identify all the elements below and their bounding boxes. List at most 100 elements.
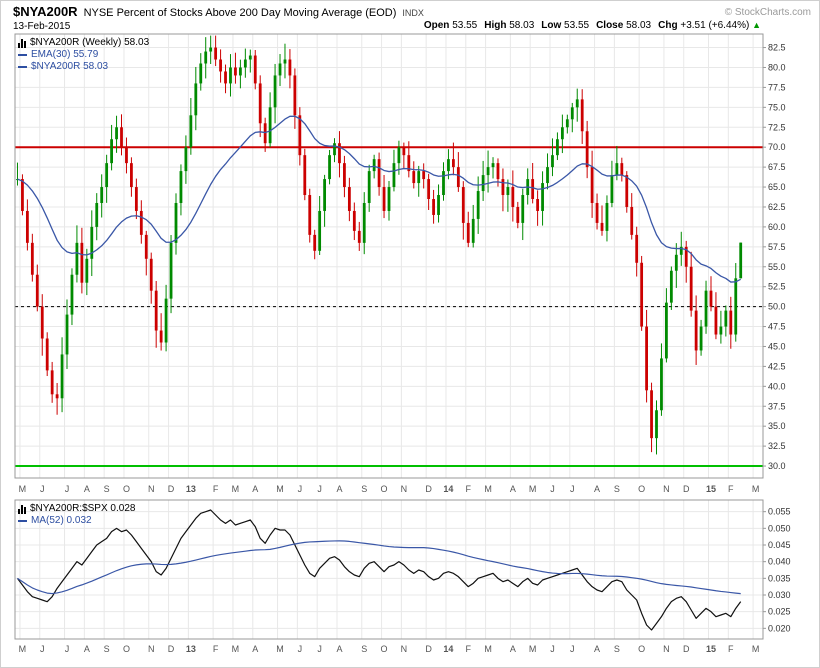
svg-text:77.5: 77.5 (768, 82, 786, 92)
svg-text:N: N (148, 484, 155, 494)
svg-text:30.0: 30.0 (768, 461, 786, 471)
ratio-line-icon (18, 504, 26, 514)
svg-text:N: N (148, 644, 155, 654)
svg-text:O: O (638, 644, 645, 654)
svg-text:S: S (104, 644, 110, 654)
svg-text:N: N (663, 644, 670, 654)
svg-text:D: D (425, 484, 432, 494)
svg-text:A: A (336, 484, 342, 494)
svg-text:J: J (317, 644, 322, 654)
close-value: 58.03 (626, 20, 652, 31)
svg-text:D: D (683, 644, 690, 654)
svg-text:75.0: 75.0 (768, 102, 786, 112)
svg-text:M: M (232, 644, 240, 654)
svg-text:O: O (123, 644, 130, 654)
svg-text:0.020: 0.020 (768, 623, 791, 633)
svg-text:0.035: 0.035 (768, 573, 791, 583)
svg-text:M: M (19, 484, 27, 494)
svg-text:F: F (466, 484, 472, 494)
svg-text:S: S (361, 484, 367, 494)
overlay-line-swatch-icon (18, 66, 27, 68)
svg-text:A: A (252, 484, 258, 494)
svg-text:F: F (213, 644, 219, 654)
symbol: $NYA200R (13, 4, 78, 19)
svg-text:55.0: 55.0 (768, 262, 786, 272)
svg-text:70.0: 70.0 (768, 142, 786, 152)
svg-text:67.5: 67.5 (768, 162, 786, 172)
svg-text:0.055: 0.055 (768, 507, 791, 517)
copyright: © StockCharts.com (724, 7, 811, 18)
svg-text:42.5: 42.5 (768, 361, 786, 371)
quote-line: Open 53.55 High 58.03 Low 53.55 Close 58.03… (417, 20, 761, 31)
exchange-label: INDX (402, 8, 424, 18)
svg-text:J: J (550, 484, 555, 494)
svg-text:J: J (570, 644, 575, 654)
svg-text:M: M (529, 644, 537, 654)
svg-text:D: D (168, 484, 175, 494)
high-label: High (484, 20, 507, 31)
svg-text:62.5: 62.5 (768, 202, 786, 212)
legend-ratio-series-label: $NYA200R:$SPX 0.028 (30, 503, 136, 514)
svg-text:47.5: 47.5 (768, 322, 786, 332)
svg-text:J: J (570, 484, 575, 494)
svg-text:14: 14 (443, 644, 453, 654)
svg-text:M: M (276, 484, 284, 494)
svg-text:J: J (40, 644, 45, 654)
svg-text:32.5: 32.5 (768, 441, 786, 451)
svg-text:O: O (123, 484, 130, 494)
svg-text:37.5: 37.5 (768, 401, 786, 411)
svg-text:M: M (19, 644, 27, 654)
svg-text:N: N (401, 644, 408, 654)
svg-text:J: J (298, 644, 303, 654)
svg-text:M: M (752, 644, 760, 654)
svg-text:M: M (232, 484, 240, 494)
chg-label: Chg (658, 20, 678, 31)
svg-text:O: O (381, 484, 388, 494)
chart-header: $NYA200R NYSE Percent of Stocks Above 20… (13, 4, 424, 19)
svg-text:15: 15 (706, 644, 716, 654)
svg-text:J: J (317, 484, 322, 494)
page-title: NYSE Percent of Stocks Above 200 Day Mov… (83, 7, 397, 19)
open-label: Open (423, 20, 450, 31)
svg-text:N: N (401, 484, 408, 494)
legend-overlay-label: $NYA200R 58.03 (31, 61, 109, 72)
svg-text:S: S (361, 644, 367, 654)
svg-text:0.040: 0.040 (768, 557, 791, 567)
svg-text:J: J (65, 644, 70, 654)
low-label: Low (541, 20, 562, 31)
change-up-arrow-icon: ▲ (752, 20, 761, 30)
ma-line-swatch-icon (18, 520, 27, 522)
svg-text:F: F (466, 644, 472, 654)
svg-text:J: J (298, 484, 303, 494)
svg-text:J: J (40, 484, 45, 494)
chg-value: +3.51 (+6.44%) (680, 20, 750, 31)
svg-text:A: A (252, 644, 258, 654)
chart-date: 13-Feb-2015 (13, 21, 71, 32)
svg-text:D: D (683, 484, 690, 494)
svg-text:65.0: 65.0 (768, 182, 786, 192)
legend-main-series: $NYA200R (Weekly) 58.03 (18, 37, 149, 49)
legend-overlay: $NYA200R 58.03 (18, 61, 149, 73)
svg-text:O: O (638, 484, 645, 494)
low-value: 53.55 (564, 20, 590, 31)
svg-text:F: F (728, 644, 734, 654)
main-chart-legend: $NYA200R (Weekly) 58.03 EMA(30) 55.79 $N… (18, 37, 149, 73)
svg-text:D: D (425, 644, 432, 654)
svg-text:S: S (104, 484, 110, 494)
svg-text:J: J (65, 484, 70, 494)
svg-text:A: A (594, 644, 600, 654)
svg-text:S: S (614, 484, 620, 494)
svg-text:S: S (614, 644, 620, 654)
legend-ratio-series: $NYA200R:$SPX 0.028 (18, 503, 135, 515)
svg-text:15: 15 (706, 484, 716, 494)
legend-ma: MA(52) 0.032 (18, 515, 135, 527)
svg-text:N: N (663, 484, 670, 494)
svg-text:0.030: 0.030 (768, 590, 791, 600)
svg-text:A: A (510, 484, 516, 494)
svg-text:35.0: 35.0 (768, 421, 786, 431)
svg-text:45.0: 45.0 (768, 341, 786, 351)
ema-line-swatch-icon (18, 54, 27, 56)
svg-text:M: M (484, 484, 492, 494)
svg-text:0.050: 0.050 (768, 523, 791, 533)
